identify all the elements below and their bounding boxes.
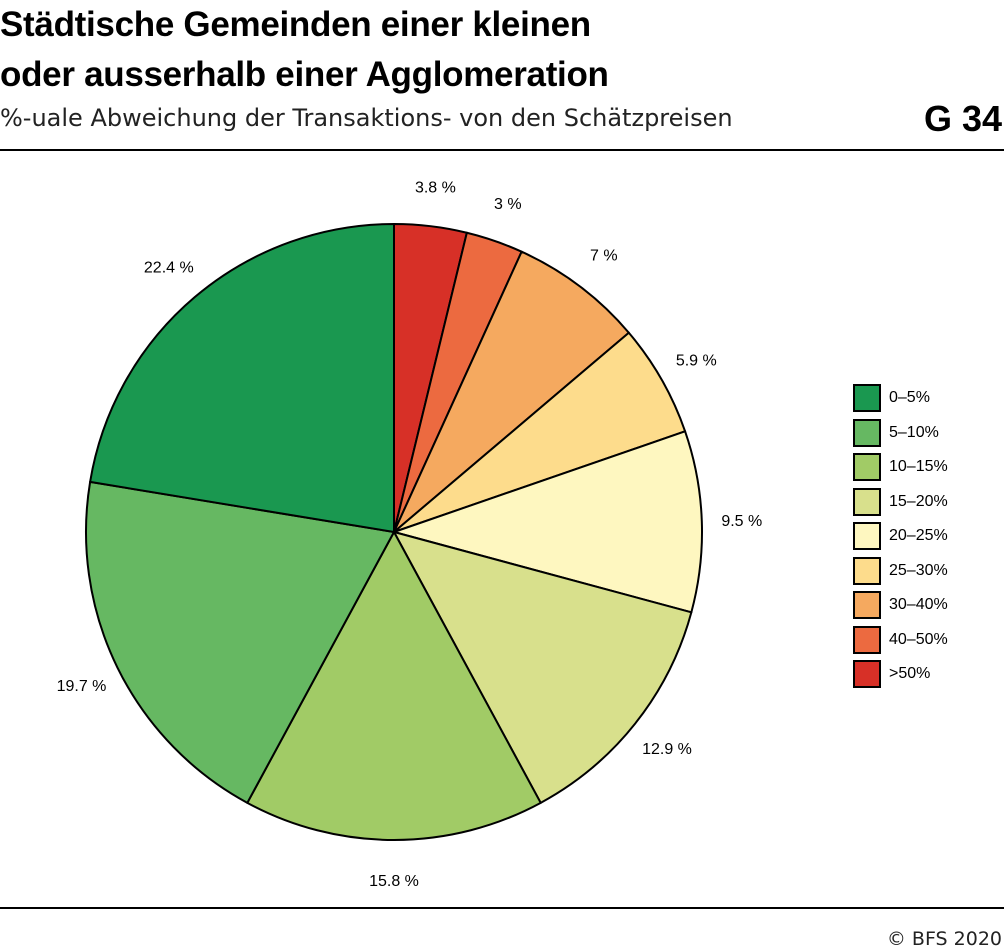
legend-item: 10–15%	[853, 450, 948, 485]
chart-id: G 34	[923, 98, 1002, 139]
legend-item: 15–20%	[853, 485, 948, 520]
legend-item: 25–30%	[853, 554, 948, 589]
legend-label: 30–40%	[889, 596, 948, 614]
slice-label: 3.8 %	[415, 180, 456, 197]
legend-label: 10–15%	[889, 458, 948, 476]
legend-label: 20–25%	[889, 527, 948, 545]
legend-label: >50%	[889, 665, 931, 683]
slice-label: 3 %	[494, 196, 522, 213]
legend-item: 20–25%	[853, 519, 948, 554]
legend-swatch	[853, 660, 881, 689]
slice-label: 7 %	[590, 247, 618, 264]
legend-label: 15–20%	[889, 492, 948, 510]
legend-item: 30–40%	[853, 588, 948, 623]
pie-slice	[89, 223, 395, 533]
legend-label: 5–10%	[889, 423, 939, 441]
legend-swatch	[853, 384, 881, 413]
legend-swatch	[853, 522, 881, 551]
slice-label: 12.9 %	[642, 741, 692, 758]
chart-title-line-1: Städtische Gemeinden einer kleinen	[0, 5, 591, 44]
legend-swatch	[853, 556, 881, 585]
copyright-notice: © BFS 2020	[886, 928, 1002, 950]
chart-title-line-2: oder ausserhalb einer Agglomeration	[0, 55, 609, 94]
pie-slice	[393, 430, 703, 614]
footer-divider	[0, 907, 1004, 909]
legend-item: 5–10%	[853, 416, 948, 451]
slice-label: 22.4 %	[144, 260, 194, 277]
legend-label: 25–30%	[889, 561, 948, 579]
pie-slice	[393, 531, 693, 804]
pie-slice	[246, 531, 542, 841]
slice-label: 19.7 %	[57, 678, 107, 695]
slice-label: 5.9 %	[676, 353, 717, 370]
chart-title: Städtische Gemeinden einer kleinen oder …	[0, 0, 860, 100]
slice-label: 15.8 %	[369, 873, 419, 890]
pie-slice	[393, 250, 630, 533]
legend-swatch	[853, 487, 881, 516]
chart-legend: 0–5% 5–10% 10–15% 15–20% 20–25% 25–30% 30–40% 4…	[853, 381, 948, 692]
legend-label: 40–50%	[889, 630, 948, 648]
legend-swatch	[853, 453, 881, 482]
legend-item: 0–5%	[853, 381, 948, 416]
legend-swatch	[853, 591, 881, 620]
pie-slice	[85, 480, 395, 804]
legend-swatch	[853, 418, 881, 447]
header-divider	[0, 149, 1004, 151]
chart-subtitle: %-uale Abweichung der Transaktions- von …	[0, 104, 733, 132]
legend-swatch	[853, 625, 881, 654]
legend-item: 40–50%	[853, 623, 948, 658]
legend-item: >50%	[853, 657, 948, 692]
legend-label: 0–5%	[889, 389, 930, 407]
slice-label: 9.5 %	[721, 513, 762, 530]
